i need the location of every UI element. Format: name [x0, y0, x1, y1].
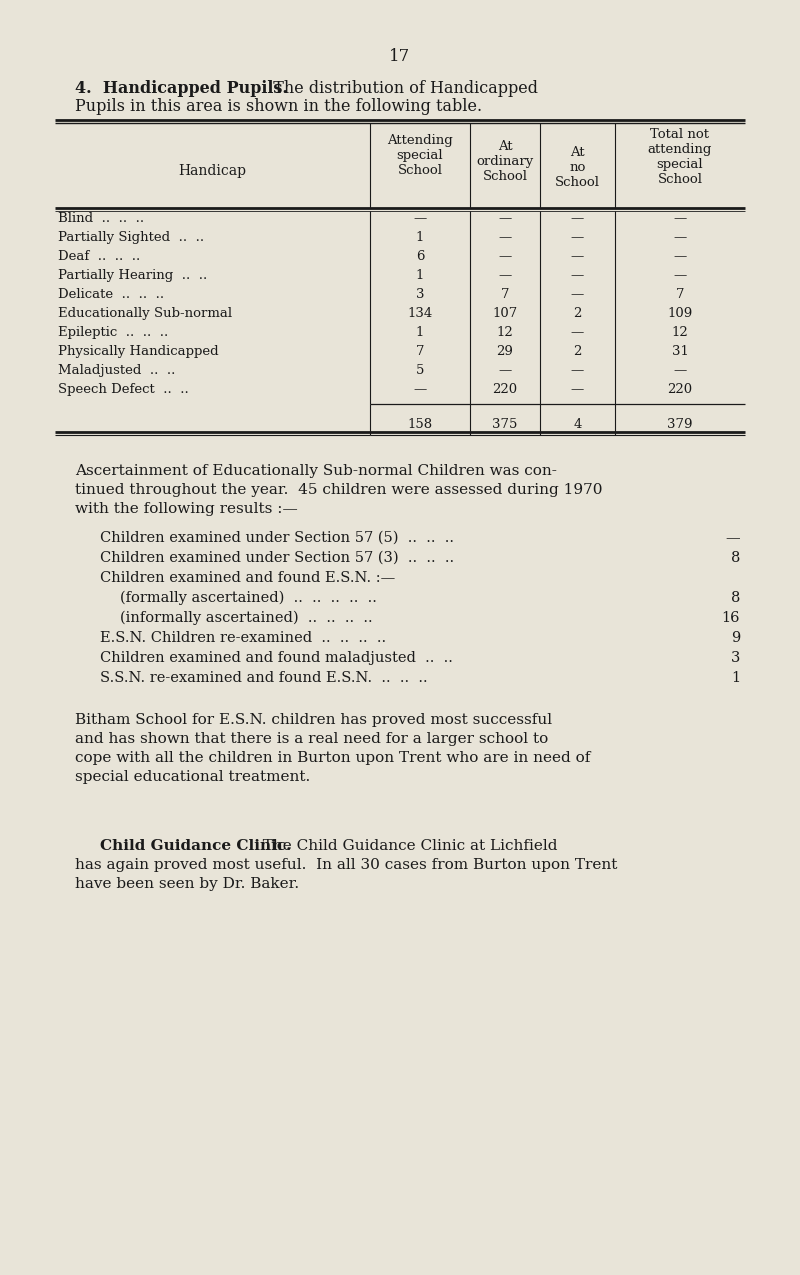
- Text: —: —: [674, 231, 686, 244]
- Text: Children examined and found maladjusted  ..  ..: Children examined and found maladjusted …: [100, 652, 453, 666]
- Text: —: —: [571, 269, 584, 282]
- Text: 3: 3: [416, 288, 424, 301]
- Text: Blind  ..  ..  ..: Blind .. .. ..: [58, 212, 144, 224]
- Text: Pupils in this area is shown in the following table.: Pupils in this area is shown in the foll…: [75, 98, 482, 115]
- Text: —: —: [414, 382, 426, 397]
- Text: Physically Handicapped: Physically Handicapped: [58, 346, 218, 358]
- Text: 8: 8: [730, 592, 740, 606]
- Text: E.S.N. Children re-examined  ..  ..  ..  ..: E.S.N. Children re-examined .. .. .. ..: [100, 631, 386, 645]
- Text: cope with all the children in Burton upon Trent who are in need of: cope with all the children in Burton upo…: [75, 751, 590, 765]
- Text: —: —: [498, 250, 512, 263]
- Text: —: —: [498, 363, 512, 377]
- Text: —: —: [674, 250, 686, 263]
- Text: Deaf  ..  ..  ..: Deaf .. .. ..: [58, 250, 140, 263]
- Text: 6: 6: [416, 250, 424, 263]
- Text: 16: 16: [722, 611, 740, 625]
- Text: 375: 375: [492, 418, 518, 431]
- Text: 107: 107: [492, 307, 518, 320]
- Text: —: —: [571, 326, 584, 339]
- Text: Children examined under Section 57 (3)  ..  ..  ..: Children examined under Section 57 (3) .…: [100, 551, 454, 565]
- Text: 134: 134: [407, 307, 433, 320]
- Text: The distribution of Handicapped: The distribution of Handicapped: [263, 80, 538, 97]
- Text: 109: 109: [667, 307, 693, 320]
- Text: 4: 4: [574, 418, 582, 431]
- Text: —: —: [498, 231, 512, 244]
- Text: 1: 1: [416, 326, 424, 339]
- Text: Delicate  ..  ..  ..: Delicate .. .. ..: [58, 288, 164, 301]
- Text: 220: 220: [493, 382, 518, 397]
- Text: 5: 5: [416, 363, 424, 377]
- Text: 9: 9: [730, 631, 740, 645]
- Text: Bitham School for E.S.N. children has proved most successful: Bitham School for E.S.N. children has pr…: [75, 713, 552, 727]
- Text: 4.  Handicapped Pupils.: 4. Handicapped Pupils.: [75, 80, 288, 97]
- Text: Total not
attending
special
School: Total not attending special School: [648, 128, 712, 186]
- Text: (formally ascertained)  ..  ..  ..  ..  ..: (formally ascertained) .. .. .. .. ..: [120, 592, 377, 606]
- Text: Children examined and found E.S.N. :—: Children examined and found E.S.N. :—: [100, 571, 395, 585]
- Text: —: —: [498, 269, 512, 282]
- Text: 12: 12: [497, 326, 514, 339]
- Text: 379: 379: [667, 418, 693, 431]
- Text: 7: 7: [501, 288, 510, 301]
- Text: —: —: [726, 530, 740, 544]
- Text: 158: 158: [407, 418, 433, 431]
- Text: with the following results :—: with the following results :—: [75, 502, 298, 516]
- Text: Attending
special
School: Attending special School: [387, 134, 453, 177]
- Text: Partially Hearing  ..  ..: Partially Hearing .. ..: [58, 269, 207, 282]
- Text: Child Guidance Clinic.: Child Guidance Clinic.: [100, 839, 291, 853]
- Text: 7: 7: [416, 346, 424, 358]
- Text: have been seen by Dr. Baker.: have been seen by Dr. Baker.: [75, 877, 299, 891]
- Text: (informally ascertained)  ..  ..  ..  ..: (informally ascertained) .. .. .. ..: [120, 611, 373, 626]
- Text: —: —: [674, 212, 686, 224]
- Text: 220: 220: [667, 382, 693, 397]
- Text: At
no
School: At no School: [555, 147, 600, 189]
- Text: and has shown that there is a real need for a larger school to: and has shown that there is a real need …: [75, 732, 548, 746]
- Text: —: —: [571, 212, 584, 224]
- Text: 3: 3: [730, 652, 740, 666]
- Text: 2: 2: [574, 307, 582, 320]
- Text: 8: 8: [730, 551, 740, 565]
- Text: Educationally Sub-normal: Educationally Sub-normal: [58, 307, 232, 320]
- Text: Children examined under Section 57 (5)  ..  ..  ..: Children examined under Section 57 (5) .…: [100, 530, 454, 544]
- Text: 1: 1: [731, 671, 740, 685]
- Text: 17: 17: [390, 48, 410, 65]
- Text: —: —: [571, 363, 584, 377]
- Text: Handicap: Handicap: [178, 164, 246, 178]
- Text: Speech Defect  ..  ..: Speech Defect .. ..: [58, 382, 189, 397]
- Text: The Child Guidance Clinic at Lichfield: The Child Guidance Clinic at Lichfield: [253, 839, 558, 853]
- Text: 1: 1: [416, 231, 424, 244]
- Text: 12: 12: [672, 326, 688, 339]
- Text: tinued throughout the year.  45 children were assessed during 1970: tinued throughout the year. 45 children …: [75, 483, 602, 497]
- Text: At
ordinary
School: At ordinary School: [476, 140, 534, 184]
- Text: —: —: [571, 231, 584, 244]
- Text: S.S.N. re-examined and found E.S.N.  ..  ..  ..: S.S.N. re-examined and found E.S.N. .. .…: [100, 671, 428, 685]
- Text: Epileptic  ..  ..  ..: Epileptic .. .. ..: [58, 326, 168, 339]
- Text: —: —: [498, 212, 512, 224]
- Text: Ascertainment of Educationally Sub-normal Children was con-: Ascertainment of Educationally Sub-norma…: [75, 464, 557, 478]
- Text: —: —: [674, 269, 686, 282]
- Text: —: —: [571, 288, 584, 301]
- Text: Partially Sighted  ..  ..: Partially Sighted .. ..: [58, 231, 204, 244]
- Text: —: —: [414, 212, 426, 224]
- Text: —: —: [571, 382, 584, 397]
- Text: 2: 2: [574, 346, 582, 358]
- Text: Maladjusted  ..  ..: Maladjusted .. ..: [58, 363, 175, 377]
- Text: 31: 31: [671, 346, 689, 358]
- Text: 29: 29: [497, 346, 514, 358]
- Text: 1: 1: [416, 269, 424, 282]
- Text: —: —: [674, 363, 686, 377]
- Text: special educational treatment.: special educational treatment.: [75, 770, 310, 784]
- Text: —: —: [571, 250, 584, 263]
- Text: 7: 7: [676, 288, 684, 301]
- Text: has again proved most useful.  In all 30 cases from Burton upon Trent: has again proved most useful. In all 30 …: [75, 858, 618, 872]
